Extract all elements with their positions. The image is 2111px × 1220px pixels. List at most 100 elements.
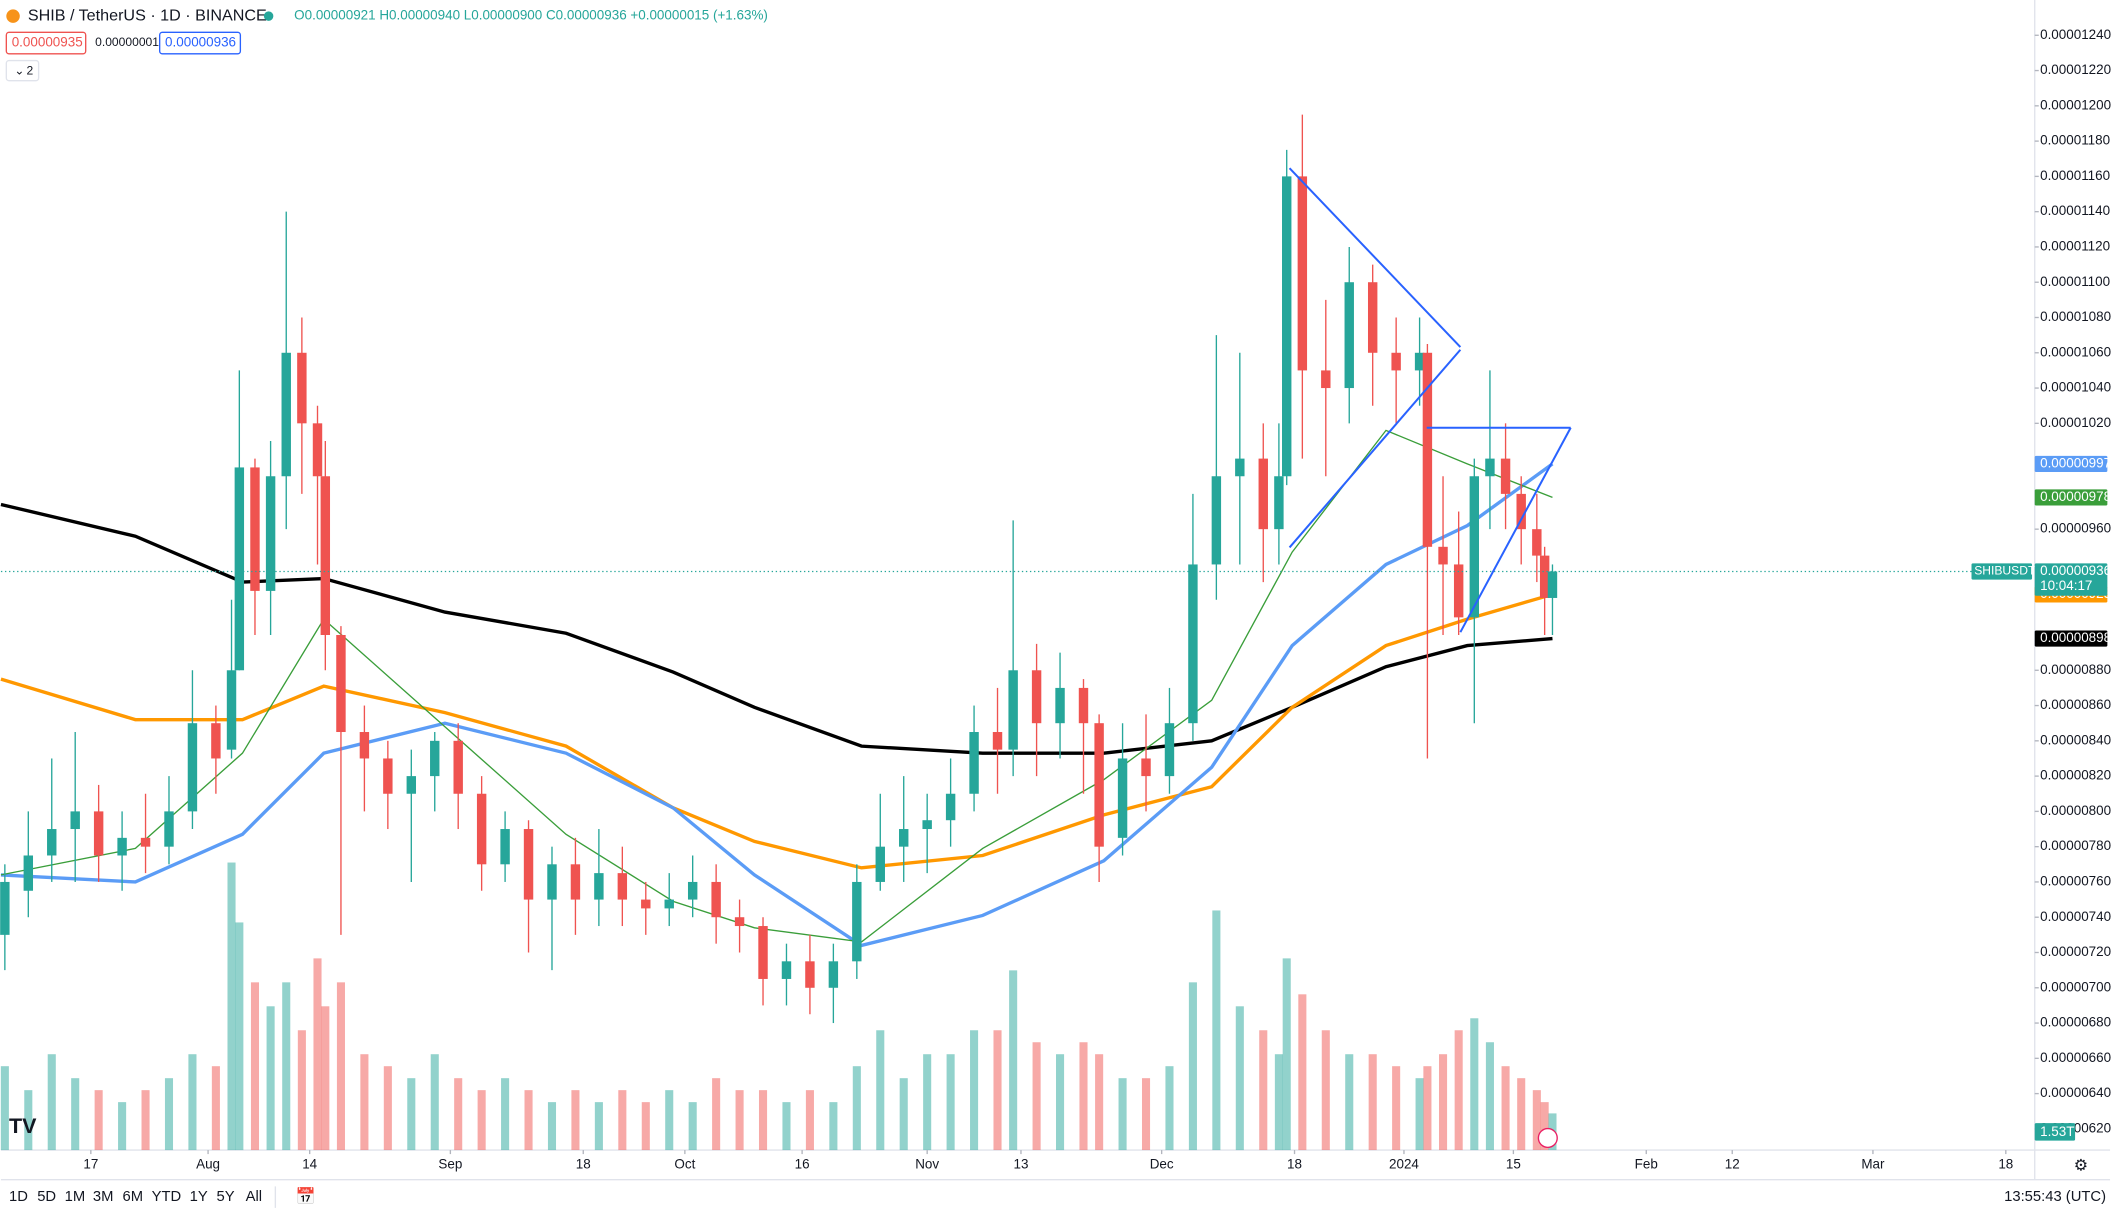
range-button[interactable]: 3M xyxy=(93,1189,114,1205)
volume-bar xyxy=(282,982,291,1151)
symbol-icon xyxy=(6,9,20,23)
candle-body xyxy=(523,829,534,900)
sell-price[interactable]: 0.00000935 xyxy=(12,35,83,50)
candle-body xyxy=(781,961,792,979)
volume-bar xyxy=(1079,1042,1088,1151)
y-tick-label: 0.00001180 xyxy=(2040,133,2110,148)
y-tick-label: 0.00000720 xyxy=(2040,944,2111,959)
volume-bar xyxy=(524,1090,533,1151)
candle-body xyxy=(1141,758,1151,777)
indicator-chevron[interactable]: ⌄ xyxy=(14,63,24,77)
candle-body xyxy=(297,352,307,424)
volume-label-box xyxy=(2034,1123,2076,1141)
volume-bar xyxy=(1141,1078,1151,1151)
candle-body xyxy=(875,846,885,882)
settings-icon[interactable]: ⚙ xyxy=(2074,1156,2088,1174)
candle-body xyxy=(164,811,174,847)
volume-bar xyxy=(876,1030,885,1151)
candle-body xyxy=(1485,458,1495,477)
volume-bar xyxy=(1282,958,1291,1151)
indicator-toggle[interactable] xyxy=(5,59,40,82)
indicator-count[interactable]: 2 xyxy=(27,63,34,77)
range-button[interactable]: 5Y xyxy=(217,1189,235,1205)
volume-bar xyxy=(501,1078,510,1151)
range-button[interactable]: YTD xyxy=(152,1189,182,1205)
range-button[interactable]: All xyxy=(246,1189,262,1205)
volume-bar xyxy=(805,1090,814,1151)
candle-body xyxy=(250,467,260,591)
volume-bar xyxy=(735,1090,744,1151)
y-tick-label: 0.00001040 xyxy=(2040,380,2111,395)
y-tick-label: 0.00001160 xyxy=(2040,168,2110,183)
y-tick-label: 0.00000840 xyxy=(2040,732,2111,747)
volume-bar xyxy=(71,1078,80,1151)
candle-body xyxy=(500,829,510,865)
x-tick-label: 15 xyxy=(1506,1156,1521,1171)
candle-body xyxy=(1188,564,1198,724)
volume-bar xyxy=(1095,1054,1104,1151)
y-tick-label: 0.00000680 xyxy=(2040,1015,2111,1030)
candle-body xyxy=(1391,352,1401,371)
x-tick-label: Mar xyxy=(1861,1156,1885,1171)
symbol-title[interactable]: SHIB / TetherUS · 1D · BINANCE xyxy=(28,6,267,24)
candle-body xyxy=(117,837,127,856)
candle-body xyxy=(1500,458,1511,494)
volume-label: 1.53T xyxy=(2040,1124,2074,1139)
volume-bar xyxy=(1118,1078,1127,1151)
buy-price[interactable]: 0.00000936 xyxy=(165,35,236,50)
volume-bar xyxy=(1439,1054,1448,1151)
volume-bar xyxy=(1235,1006,1244,1151)
status-dot xyxy=(263,11,274,21)
y-tick-label: 0.00000760 xyxy=(2040,873,2111,888)
candle-body xyxy=(992,732,1003,750)
candle-body xyxy=(687,881,698,900)
range-button[interactable]: 6M xyxy=(122,1189,143,1205)
volume-bar xyxy=(454,1078,463,1151)
ohlc-readout: O0.00000921 H0.00000940 L0.00000900 C0.0… xyxy=(294,8,768,23)
candle-body xyxy=(406,776,417,794)
x-tick-label: 18 xyxy=(1287,1156,1302,1171)
candle-body xyxy=(430,740,440,777)
buy-box[interactable] xyxy=(158,31,242,55)
y-tick-label: 0.00001200 xyxy=(2040,97,2111,112)
volume-bar xyxy=(970,1030,979,1151)
candle-body xyxy=(226,670,237,750)
range-button[interactable]: 5D xyxy=(37,1189,56,1205)
plot xyxy=(0,114,2035,1151)
volume-bar xyxy=(0,1066,9,1151)
volume-bar xyxy=(1392,1066,1401,1151)
volume-bar xyxy=(571,1090,580,1151)
volume-bar xyxy=(118,1102,127,1151)
tv-logo: TV xyxy=(9,1114,37,1138)
trend-drawings xyxy=(1288,167,1572,633)
range-button[interactable]: 1D xyxy=(9,1189,28,1205)
candle-body xyxy=(1547,571,1558,598)
y-tick-label: 0.00000780 xyxy=(2040,838,2111,853)
price-label-box xyxy=(2034,489,2108,506)
candle-body xyxy=(1094,723,1104,847)
x-tick-label: Nov xyxy=(915,1156,939,1171)
date-range-icon[interactable]: 📅 xyxy=(296,1186,316,1205)
candle-body xyxy=(1078,687,1089,724)
range-button[interactable]: 1Y xyxy=(190,1189,208,1205)
volume-bar xyxy=(141,1090,150,1151)
candle-body xyxy=(1321,370,1331,389)
candle-body xyxy=(1282,176,1292,477)
events-icon[interactable] xyxy=(1537,1127,1558,1149)
candle-body xyxy=(1469,476,1480,618)
volume-bar xyxy=(313,958,322,1151)
last-price-label: 0.00000936 xyxy=(2040,563,2111,578)
volume-bar xyxy=(164,1078,174,1151)
volume-bar xyxy=(946,1054,955,1151)
volume-bar xyxy=(899,1078,908,1151)
sell-box[interactable] xyxy=(5,31,87,55)
moving-average xyxy=(0,462,1554,948)
volume-bar xyxy=(227,862,236,1151)
volume-bar xyxy=(383,1066,392,1151)
moving-average xyxy=(0,592,1553,870)
volume-bar xyxy=(430,1054,439,1151)
range-button[interactable]: 1M xyxy=(65,1189,86,1205)
candle-body xyxy=(899,829,909,847)
candle-body xyxy=(1008,670,1018,750)
x-tick-label: 18 xyxy=(1998,1156,2013,1171)
